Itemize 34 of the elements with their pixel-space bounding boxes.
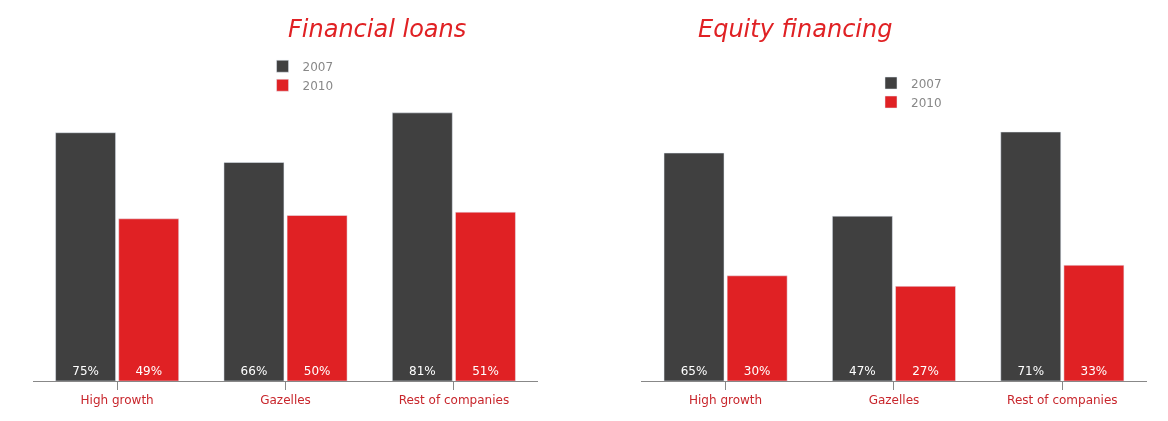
- bar: [663, 152, 725, 381]
- data-label: 30%: [743, 364, 771, 378]
- chart-title: Equity financing: [698, 15, 893, 43]
- bar: [55, 132, 116, 381]
- data-label: 71%: [1017, 364, 1045, 378]
- legend-label: 2010: [911, 95, 942, 110]
- data-label: 51%: [472, 364, 499, 378]
- chart-title: Financial loans: [288, 15, 467, 43]
- data-label: 50%: [303, 364, 331, 378]
- x-tick-label: Rest of companies: [398, 393, 510, 408]
- x-tick-label: High growth: [80, 393, 154, 408]
- bar: [1000, 131, 1061, 381]
- bar: [1063, 265, 1125, 381]
- bar: [455, 211, 516, 381]
- bar: [895, 286, 956, 381]
- data-label: 33%: [1080, 364, 1108, 378]
- data-label: 65%: [680, 364, 708, 378]
- data-label: 75%: [72, 364, 99, 378]
- data-label: 27%: [912, 364, 939, 378]
- x-tick-label: High growth: [689, 393, 763, 408]
- x-tick-label: Gazelles: [868, 393, 920, 408]
- bar: [832, 215, 893, 381]
- x-tick-label: Gazelles: [260, 393, 311, 408]
- data-label: 49%: [135, 364, 163, 378]
- bar: [118, 218, 179, 381]
- data-label: 47%: [849, 364, 876, 378]
- x-tick-label: Rest of companies: [1007, 393, 1118, 408]
- bar: [726, 275, 788, 381]
- legend-label: 2007: [911, 76, 942, 91]
- bar: [392, 112, 453, 381]
- legend-label: 2007: [302, 59, 334, 74]
- data-label: 66%: [240, 364, 268, 378]
- data-label: 81%: [408, 364, 436, 378]
- legend-label: 2010: [302, 78, 334, 93]
